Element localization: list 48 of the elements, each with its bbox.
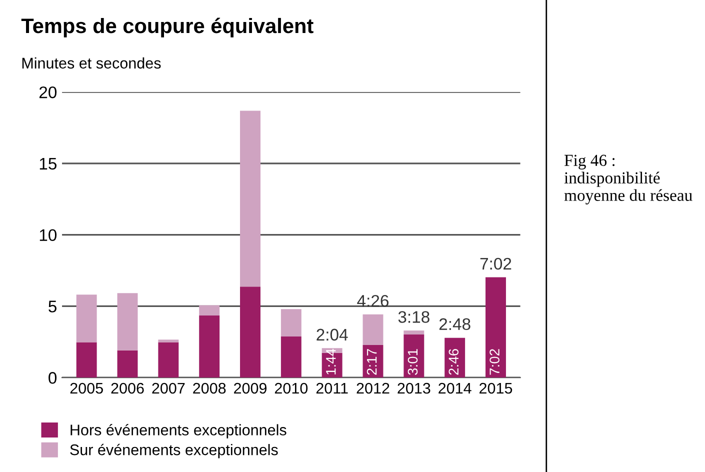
total-label: 2:48 bbox=[439, 318, 470, 330]
y-tick-label: 0 bbox=[48, 372, 57, 384]
bar bbox=[158, 340, 179, 342]
bar bbox=[199, 305, 220, 316]
legend-label: Sur événements exceptionnels bbox=[70, 444, 278, 458]
bar bbox=[117, 350, 138, 378]
x-tick-label: 2013 bbox=[398, 382, 430, 394]
bar bbox=[117, 293, 138, 350]
x-tick-label: 2012 bbox=[356, 382, 390, 394]
data-label: 2:17 bbox=[366, 349, 377, 375]
x-tick-label: 2006 bbox=[111, 382, 144, 394]
bar bbox=[76, 342, 97, 378]
bar bbox=[444, 338, 466, 378]
bar bbox=[404, 330, 424, 334]
x-tick-label: 2007 bbox=[152, 382, 185, 394]
y-tick-label: 20 bbox=[39, 86, 57, 98]
y-tick-label: 10 bbox=[40, 229, 57, 242]
total-label: 3:18 bbox=[398, 311, 430, 323]
chart-title: Temps de coupure équivalent bbox=[21, 18, 314, 38]
data-label: 1:44 bbox=[326, 348, 336, 374]
total-label: 7:02 bbox=[480, 258, 512, 270]
bar bbox=[240, 110, 260, 287]
y-axis-title: Minutes et secondes bbox=[22, 57, 161, 69]
bar bbox=[76, 294, 97, 342]
x-tick-label: 2009 bbox=[234, 382, 267, 394]
bar bbox=[404, 334, 424, 378]
data-label: 2:46 bbox=[448, 349, 459, 375]
x-tick-label: 2011 bbox=[316, 382, 348, 394]
bar bbox=[362, 314, 384, 346]
legend-label: Hors événements exceptionnels bbox=[70, 424, 286, 438]
data-label: 7:02 bbox=[490, 349, 500, 375]
bar bbox=[158, 342, 179, 378]
x-tick-label: 2008 bbox=[193, 382, 226, 394]
bar bbox=[280, 309, 302, 336]
x-tick-label: 2005 bbox=[70, 382, 103, 394]
x-tick-label: 2014 bbox=[438, 382, 472, 394]
bar bbox=[199, 315, 220, 378]
x-tick-label: 2010 bbox=[274, 382, 308, 394]
caption: Fig 46 : indisponibilité moyenne du réseau bbox=[564, 154, 692, 204]
total-label: 4:26 bbox=[357, 294, 388, 307]
data-label: 3:01 bbox=[408, 349, 418, 375]
total-label: 2:04 bbox=[316, 328, 348, 341]
bar bbox=[240, 286, 260, 378]
bar bbox=[486, 277, 506, 378]
bar bbox=[280, 336, 302, 378]
y-tick-label: 15 bbox=[40, 158, 56, 170]
x-tick-label: 2015 bbox=[480, 382, 512, 394]
y-tick-label: 5 bbox=[48, 300, 56, 312]
